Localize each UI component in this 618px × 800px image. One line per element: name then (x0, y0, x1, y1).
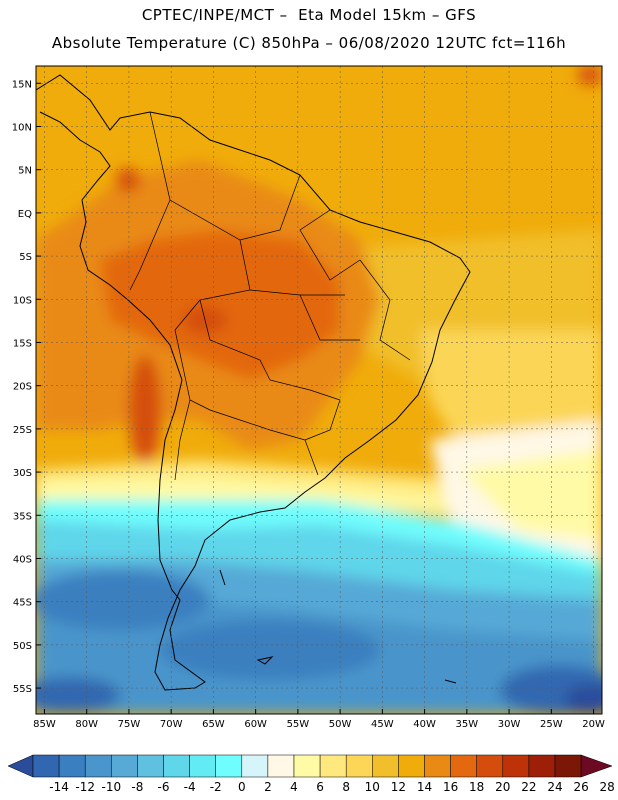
colorbar-label: 10 (365, 780, 380, 794)
plot-frame (35, 65, 603, 715)
lon-tick-label: 50W (329, 719, 352, 730)
colorbar-label: -12 (75, 780, 95, 794)
colorbar-under-arrow (7, 754, 34, 778)
lon-tick-label: 80W (75, 719, 98, 730)
lon-tick-label: 85W (33, 719, 56, 730)
lat-tick-label: 5S (19, 252, 32, 263)
colorbar-swatch (345, 754, 373, 778)
lon-tick-label: 35W (456, 719, 479, 730)
lat-tick-label: 25S (13, 425, 32, 436)
colorbar-swatch (84, 754, 112, 778)
lat-tick-label: 45S (13, 598, 32, 609)
lon-tick-label: 45W (371, 719, 394, 730)
lon-tick-label: 20W (582, 719, 605, 730)
colorbar-label: 0 (238, 780, 246, 794)
colorbar-label: 8 (342, 780, 350, 794)
colorbar-over-arrow (580, 754, 613, 778)
colorbar-swatch (450, 754, 477, 778)
colorbar-label: 2 (264, 780, 272, 794)
axis-ticks: 85W 80W 75W 70W 65W 60W 55W 50W 45W 40W 35W 30W 25W 2… (12, 79, 605, 730)
colorbar-swatch (58, 754, 86, 778)
colorbar-label: 26 (573, 780, 588, 794)
colorbar-label: -2 (210, 780, 222, 794)
colorbar-label: -4 (184, 780, 196, 794)
coastline (36, 74, 471, 691)
lat-tick-label: 20S (13, 382, 32, 393)
colorbar-swatch (241, 754, 269, 778)
lat-tick-label: 15N (12, 79, 32, 90)
lat-tick-label: 30S (13, 468, 32, 479)
colorbar-label: 18 (469, 780, 484, 794)
lat-tick-label: 10S (13, 295, 32, 306)
colorbar-label: 12 (391, 780, 406, 794)
colorbar-swatch (293, 754, 321, 778)
chart-title-line2: Absolute Temperature (C) 850hPa – 06/08/… (51, 34, 567, 52)
colorbar-swatch (528, 754, 556, 778)
lat-tick-label: 40S (13, 554, 32, 565)
colorbar-label: 6 (316, 780, 324, 794)
lon-tick-label: 70W (160, 719, 183, 730)
lat-tick-label: 50S (13, 641, 32, 652)
colorbar-label: 28 (600, 780, 615, 794)
colorbar-swatch (163, 754, 190, 778)
colorbar: -14 -12 -10 -8 -6 -4 -2 0 2 4 6 8 10 12 14 16 18 20 22 24 26… (7, 754, 615, 794)
lat-tick-label: 5N (18, 166, 32, 177)
colorbar-swatch (424, 754, 451, 778)
colorbar-swatch (554, 754, 582, 778)
lat-tick-label: EQ (18, 209, 32, 220)
colorbar-swatch (398, 754, 425, 778)
chart-title-line1: CPTEC/INPE/MCT – Eta Model 15km – GFS (141, 6, 477, 24)
colorbar-swatch (32, 754, 60, 778)
colorbar-swatch (319, 754, 347, 778)
colorbar-label: 14 (417, 780, 432, 794)
colorbar-swatch (111, 754, 138, 778)
map-gridlines (36, 66, 602, 714)
lon-tick-label: 60W (244, 719, 267, 730)
country-borders (129, 111, 411, 481)
colorbar-swatch (476, 754, 504, 778)
lon-tick-label: 30W (498, 719, 521, 730)
colorbar-label: 24 (547, 780, 562, 794)
lat-tick-label: 55S (13, 684, 32, 695)
colorbar-label: 4 (290, 780, 298, 794)
colorbar-label: -10 (101, 780, 121, 794)
colorbar-label: 16 (443, 780, 458, 794)
lat-tick-label: 15S (13, 338, 32, 349)
lon-tick-label: 65W (202, 719, 225, 730)
colorbar-swatch (502, 754, 530, 778)
lon-tick-label: 75W (118, 719, 141, 730)
colorbar-label: 20 (495, 780, 510, 794)
lon-tick-label: 25W (540, 719, 563, 730)
colorbar-label: 22 (521, 780, 536, 794)
colorbar-label: -6 (158, 780, 170, 794)
colorbar-swatch (372, 754, 399, 778)
lon-tick-label: 55W (287, 719, 310, 730)
colorbar-swatch (267, 754, 295, 778)
colorbar-swatch (189, 754, 216, 778)
colorbar-label: -8 (131, 780, 143, 794)
colorbar-label: -14 (49, 780, 69, 794)
temperature-field (36, 66, 602, 714)
colorbar-swatch (215, 754, 243, 778)
lat-tick-label: 35S (13, 511, 32, 522)
lat-tick-label: 10N (12, 122, 32, 133)
lon-tick-label: 40W (413, 719, 436, 730)
colorbar-swatch (137, 754, 164, 778)
